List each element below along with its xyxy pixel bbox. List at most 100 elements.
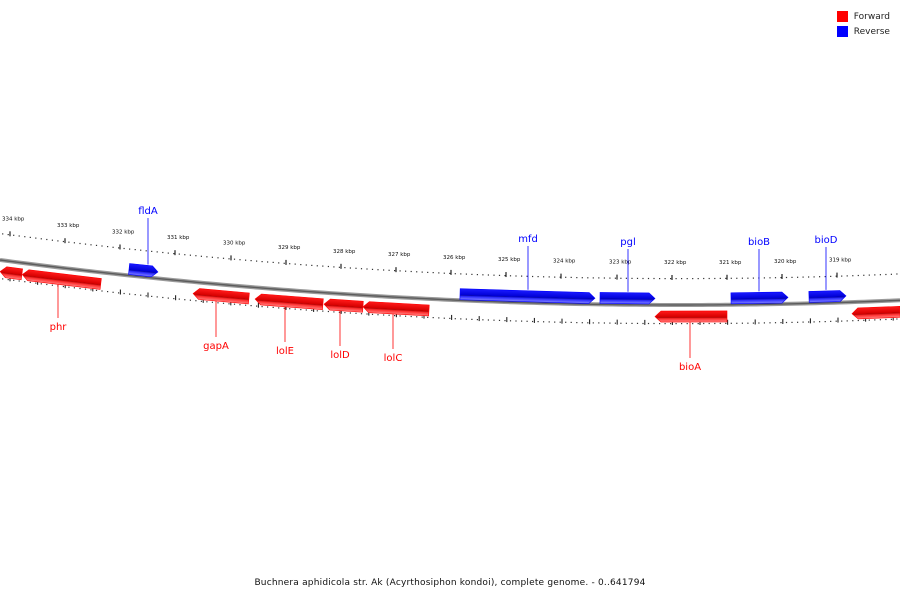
minor-tick-upper (719, 277, 721, 279)
minor-tick-upper (493, 274, 495, 276)
minor-tick-upper (835, 275, 837, 277)
minor-tick-lower (349, 312, 351, 314)
minor-tick-upper (896, 273, 898, 275)
minor-tick-lower (675, 323, 677, 325)
minor-tick-lower (841, 320, 843, 322)
minor-tick-upper (173, 253, 175, 255)
minor-tick-lower (68, 286, 70, 288)
minor-tick-lower (173, 298, 175, 300)
minor-tick-upper (228, 258, 230, 260)
minor-tick-upper (830, 275, 832, 277)
minor-tick-upper (151, 250, 153, 252)
minor-tick-lower (587, 322, 589, 324)
minor-tick-lower (592, 322, 594, 324)
minor-tick-upper (18, 235, 20, 237)
minor-tick-upper (515, 275, 517, 277)
minor-tick-upper (40, 238, 42, 240)
forward-gene-lolE-arrow (254, 293, 324, 311)
reverse-gene-mfd-arrow (459, 288, 596, 304)
gene-label-lolC: lolC (384, 353, 403, 364)
minor-tick-lower (394, 315, 396, 317)
minor-tick-lower (421, 316, 423, 318)
minor-tick-lower (636, 322, 639, 324)
minor-tick-upper (24, 236, 26, 238)
minor-tick-upper (686, 278, 688, 280)
minor-tick-upper (300, 264, 302, 266)
minor-tick-lower (493, 319, 495, 321)
ruler-tick-label: 323 kbp (609, 260, 632, 266)
minor-tick-lower (217, 302, 219, 304)
minor-tick-lower (167, 297, 169, 299)
legend-forward-label: Forward (853, 11, 890, 22)
minor-tick-lower (747, 322, 749, 324)
minor-tick-upper (13, 234, 15, 236)
minor-tick-upper (879, 274, 881, 276)
minor-tick-lower (432, 317, 434, 319)
minor-tick-lower (609, 322, 611, 324)
minor-tick-upper (841, 275, 843, 277)
minor-tick-lower (879, 319, 881, 321)
ruler-tick-label: 325 kbp (498, 257, 521, 263)
minor-tick-upper (107, 246, 109, 248)
minor-tick-lower (554, 321, 556, 323)
minor-tick-upper (874, 274, 876, 276)
minor-tick-upper (498, 274, 501, 276)
minor-tick-lower (333, 311, 335, 313)
ruler-tick-label: 319 kbp (829, 258, 852, 264)
minor-tick-upper (890, 273, 892, 275)
minor-tick-upper (625, 277, 627, 279)
minor-tick-upper (785, 276, 788, 279)
minor-tick-lower (73, 287, 75, 289)
minor-tick-lower (344, 312, 346, 314)
gene-label-bioD: bioD (815, 235, 838, 246)
minor-tick-lower (692, 323, 694, 325)
position-ruler: 334 kbp 333 kbp 332 kbp 331 kbp 330 kbp 329 k… (2, 216, 898, 325)
minor-tick-lower (570, 321, 572, 323)
minor-tick-upper (322, 265, 324, 267)
minor-tick-upper (134, 249, 136, 251)
minor-tick-lower (471, 318, 473, 320)
minor-tick-upper (416, 271, 418, 273)
minor-tick-lower (327, 310, 329, 313)
ruler-tick-label: 321 kbp (719, 260, 742, 266)
forward-gene-gapA-arrow (192, 288, 250, 305)
minor-tick-upper (233, 258, 236, 260)
minor-tick-upper (95, 244, 98, 246)
minor-tick-upper (471, 273, 473, 275)
ruler-tick-label: 330 kbp (223, 240, 246, 246)
minor-tick-upper (289, 263, 291, 265)
minor-tick-upper (333, 266, 335, 268)
minor-tick-lower (289, 308, 291, 310)
minor-tick-lower (2, 278, 4, 280)
genome-caption: Buchnera aphidicola str. Ak (Acyrthosiph… (254, 578, 646, 588)
minor-tick-upper (349, 267, 351, 269)
minor-tick-upper (410, 270, 412, 273)
minor-tick-upper (747, 277, 749, 279)
minor-tick-lower (24, 281, 26, 283)
ruler-tick-label: 332 kbp (112, 229, 135, 235)
minor-tick-lower (797, 321, 799, 323)
minor-tick-upper (708, 277, 710, 280)
minor-tick-upper (338, 266, 340, 268)
minor-tick-upper (140, 249, 142, 251)
minor-tick-lower (852, 320, 854, 322)
minor-tick-lower (714, 322, 716, 325)
minor-tick-lower (267, 306, 269, 308)
minor-tick-lower (239, 304, 241, 306)
minor-tick-upper (526, 275, 528, 277)
minor-tick-lower (504, 320, 506, 322)
minor-tick-upper (846, 275, 848, 277)
minor-tick-lower (647, 322, 650, 325)
minor-tick-lower (813, 321, 815, 323)
minor-tick-lower (885, 318, 887, 321)
minor-tick-lower (195, 300, 197, 302)
minor-tick-upper (211, 256, 213, 258)
ruler-tick-label: 324 kbp (553, 259, 576, 265)
minor-tick-upper (267, 261, 269, 263)
minor-tick-lower (129, 293, 131, 295)
minor-tick-lower (7, 279, 9, 281)
minor-tick-upper (156, 251, 158, 253)
minor-tick-upper (278, 262, 280, 264)
minor-tick-lower (896, 318, 898, 320)
